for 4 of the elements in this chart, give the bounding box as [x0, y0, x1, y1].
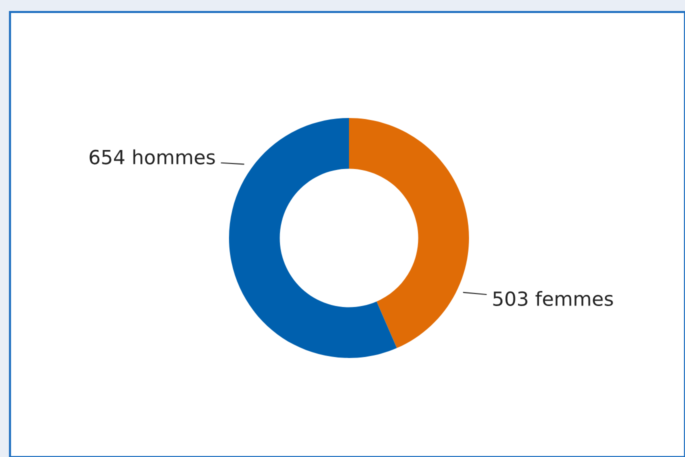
donut-slice	[229, 118, 397, 358]
slice-label: 654 hommes	[90, 149, 215, 164]
slice-label: 503 femmes	[493, 290, 613, 306]
donut-slice	[349, 118, 469, 348]
